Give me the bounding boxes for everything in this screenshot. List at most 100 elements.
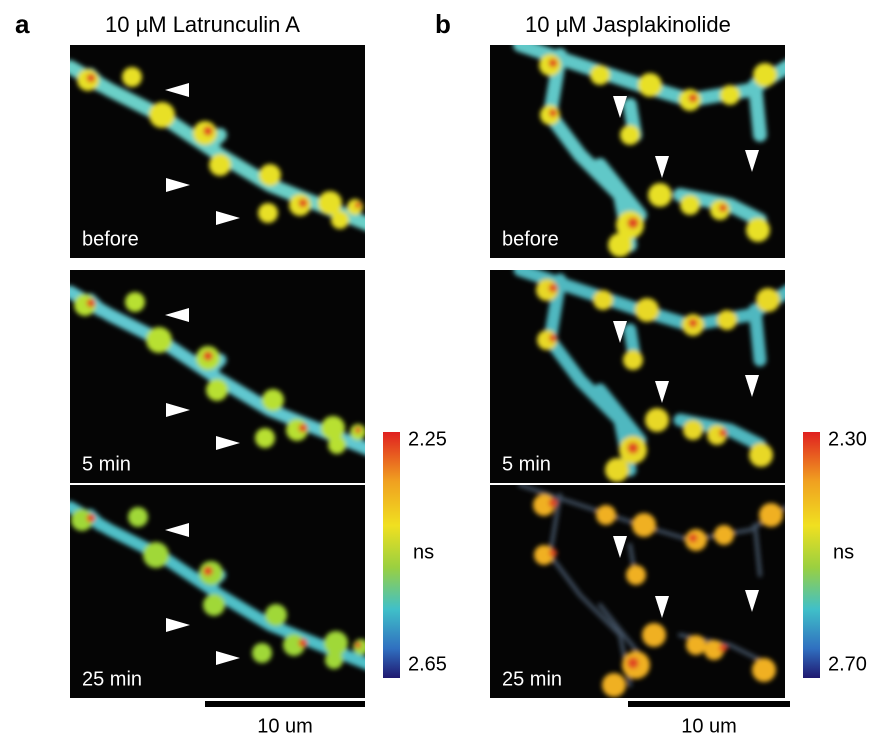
- spine: [683, 420, 703, 440]
- arrowhead: [655, 156, 669, 178]
- arrowhead: [166, 618, 190, 632]
- spine: [680, 195, 700, 215]
- spine: [752, 658, 776, 682]
- scale-bar-label: 10 um: [681, 715, 737, 737]
- spine: [704, 640, 724, 660]
- spine: [749, 443, 773, 467]
- spine-core: [203, 566, 213, 576]
- colorbar: [803, 432, 820, 678]
- spine: [203, 594, 225, 616]
- spine: [596, 505, 616, 525]
- image-frame: 25 min: [70, 485, 365, 698]
- spine-core: [688, 318, 698, 328]
- spine: [353, 639, 365, 655]
- dendrite: [543, 273, 637, 477]
- scale-bar: [205, 701, 365, 707]
- spine-core: [203, 126, 213, 136]
- colorbar-top: 2.30: [828, 428, 867, 450]
- micrograph: [70, 60, 365, 231]
- dendrite: [593, 158, 647, 222]
- spine: [128, 507, 148, 527]
- spine: [265, 604, 287, 626]
- spine-core: [688, 533, 698, 543]
- spine: [593, 290, 613, 310]
- spine-core: [298, 198, 308, 208]
- scale-bar: [628, 701, 790, 707]
- spine: [638, 73, 662, 97]
- spine-core: [627, 217, 639, 229]
- dendrite: [598, 603, 642, 657]
- spine: [149, 102, 175, 128]
- spine: [125, 292, 145, 312]
- dendrite: [70, 501, 365, 670]
- panel-label: a: [15, 9, 30, 39]
- spine: [756, 288, 780, 312]
- spine-core: [203, 351, 213, 361]
- spine: [720, 85, 740, 105]
- spine-core: [719, 644, 727, 652]
- micrograph: [70, 501, 365, 670]
- spine-core: [548, 58, 558, 68]
- arrowhead: [745, 150, 759, 172]
- spine: [328, 436, 346, 454]
- spine: [206, 379, 228, 401]
- colorbar-bottom: 2.65: [408, 653, 447, 675]
- spine-core: [86, 73, 96, 83]
- spine: [620, 125, 640, 145]
- spine: [258, 203, 278, 223]
- arrowhead: [613, 536, 627, 558]
- panel-label: b: [435, 9, 451, 39]
- spine: [325, 651, 343, 669]
- dendrite: [753, 523, 762, 577]
- arrowhead: [745, 375, 759, 397]
- spine-core: [719, 204, 727, 212]
- frame-label: before: [502, 228, 559, 250]
- image-frame: 5 min: [70, 270, 365, 483]
- arrowhead: [613, 96, 627, 118]
- arrowhead: [165, 308, 189, 322]
- spine: [759, 503, 783, 527]
- spine: [146, 327, 172, 353]
- spine: [347, 199, 363, 215]
- spine: [642, 623, 666, 647]
- spine: [255, 428, 275, 448]
- spine: [623, 350, 643, 370]
- spine: [122, 67, 142, 87]
- spine: [635, 298, 659, 322]
- spine: [648, 183, 672, 207]
- spine: [324, 631, 348, 655]
- colorbar-top: 2.25: [408, 428, 447, 450]
- spine: [252, 643, 272, 663]
- arrowhead: [216, 651, 240, 665]
- micrograph: [70, 285, 365, 456]
- arrowhead: [613, 321, 627, 343]
- spine: [143, 542, 169, 568]
- spine-core: [298, 423, 308, 433]
- spine: [283, 634, 305, 656]
- arrowhead: [165, 523, 189, 537]
- spine-core: [627, 442, 639, 454]
- dendrite: [593, 383, 647, 447]
- spine: [686, 635, 706, 655]
- dendrite: [748, 303, 767, 367]
- spine-core: [549, 109, 557, 117]
- spine: [209, 154, 231, 176]
- spine-core: [298, 638, 308, 648]
- spine: [71, 509, 93, 531]
- micrograph: [518, 485, 785, 697]
- spine: [645, 408, 669, 432]
- spine-core: [627, 657, 639, 669]
- spine-core: [354, 426, 362, 434]
- panel-title: 10 µM Latrunculin A: [105, 12, 300, 37]
- dendrite: [748, 78, 767, 142]
- spine-core: [354, 201, 362, 209]
- spine: [608, 233, 632, 257]
- panel-title: 10 µM Jasplakinolide: [525, 12, 731, 37]
- arrowhead: [745, 590, 759, 612]
- spine: [605, 458, 629, 482]
- spine: [318, 191, 342, 215]
- spine: [717, 310, 737, 330]
- spine-core: [549, 334, 557, 342]
- spine-core: [688, 93, 698, 103]
